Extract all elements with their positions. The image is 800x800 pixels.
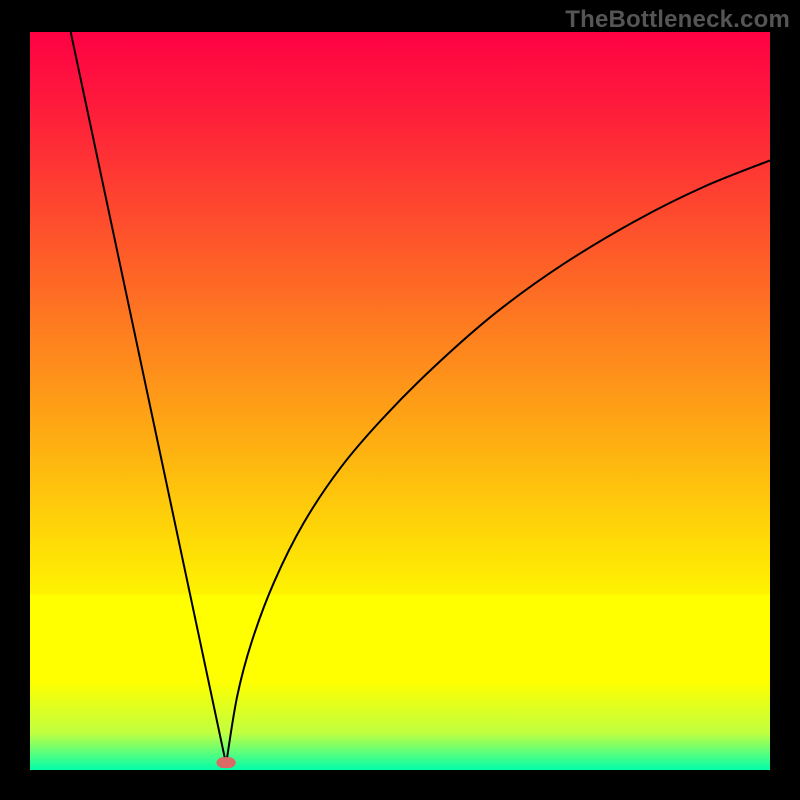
plot-area xyxy=(30,32,770,770)
chart-frame: TheBottleneck.com xyxy=(0,0,800,800)
minimum-marker xyxy=(216,757,235,768)
watermark-text: TheBottleneck.com xyxy=(565,6,790,34)
chart-svg xyxy=(30,32,770,770)
